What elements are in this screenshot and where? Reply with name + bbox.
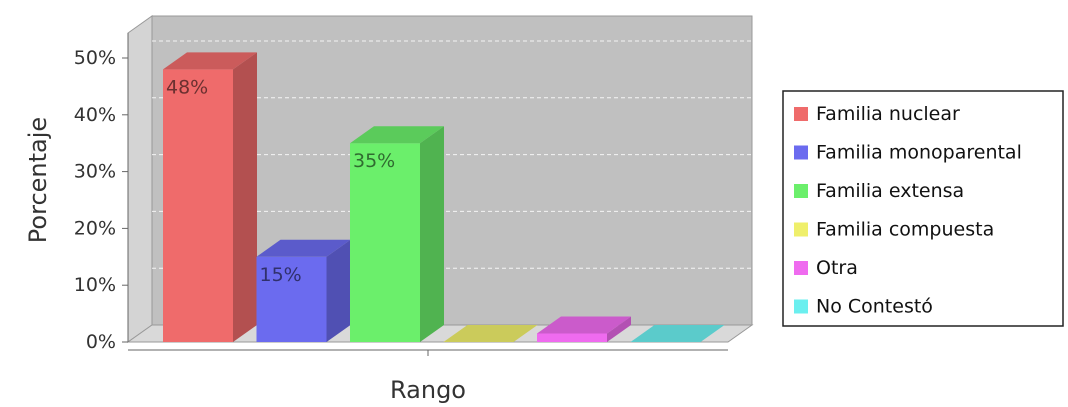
- legend-label: Familia compuesta: [816, 219, 994, 241]
- legend-swatch: [794, 261, 808, 275]
- bar-side: [420, 126, 444, 342]
- bar-top: [630, 325, 725, 342]
- bars: [163, 52, 725, 343]
- bar-side: [326, 239, 351, 342]
- legend-swatch: [794, 184, 808, 198]
- legend-item: Otra: [794, 257, 858, 279]
- bar-data-label: 15%: [260, 264, 302, 286]
- bar-top: [443, 325, 538, 342]
- bar-side: [233, 52, 257, 343]
- bar-front: [537, 333, 607, 342]
- bar: [163, 52, 257, 343]
- y-tick-label: 0%: [86, 331, 116, 353]
- legend-swatch: [794, 145, 808, 160]
- legend-label: Familia extensa: [816, 180, 964, 202]
- legend-items: Familia nuclear Familia monoparental Famil…: [794, 103, 1022, 318]
- legend-item: Familia nuclear: [794, 103, 960, 125]
- legend-label: No Contestó: [816, 296, 933, 318]
- bar: [443, 325, 538, 342]
- y-tick-label: 20%: [74, 217, 116, 239]
- legend-label: Otra: [816, 257, 858, 279]
- legend-item: No Contestó: [794, 296, 933, 318]
- legend-item: Familia monoparental: [794, 142, 1022, 164]
- bar: [256, 239, 351, 342]
- legend-box: [782, 90, 1064, 327]
- y-tick-label: 40%: [74, 104, 116, 126]
- y-tick-label: 10%: [74, 274, 116, 296]
- y-tick-label: 50%: [74, 47, 116, 69]
- bar-labels: 48% 15% 35%: [166, 76, 395, 285]
- legend-item: Familia compuesta: [794, 219, 994, 241]
- bar: [630, 325, 725, 342]
- legend-swatch: [794, 222, 808, 237]
- plot-left-wall: [127, 15, 153, 343]
- bar-top: [163, 52, 257, 70]
- bar-data-label: 35%: [353, 150, 395, 172]
- legend-item: Familia extensa: [794, 180, 964, 202]
- y-tick-label: 30%: [74, 161, 116, 183]
- bar-front: [350, 143, 420, 342]
- legend-swatch: [794, 107, 808, 121]
- bar: [537, 316, 631, 342]
- bar-front: [163, 69, 233, 343]
- y-axis-ticks: 0% 10% 20% 30% 40% 50%: [74, 47, 128, 353]
- bar-data-label: 48%: [166, 76, 208, 98]
- bar: [350, 126, 444, 342]
- bar-side: [607, 316, 631, 342]
- legend-label: Familia monoparental: [816, 142, 1022, 164]
- bar-top: [256, 239, 351, 257]
- bar-front: [256, 256, 327, 342]
- bar-top: [537, 316, 631, 334]
- legend-swatch: [794, 299, 808, 314]
- legend: Familia nuclear Familia monoparental Famil…: [782, 90, 1064, 327]
- bar-top: [350, 126, 444, 144]
- legend-label: Familia nuclear: [816, 103, 960, 125]
- x-axis-title: Rango: [390, 376, 466, 404]
- y-axis-title: Porcentaje: [24, 117, 52, 243]
